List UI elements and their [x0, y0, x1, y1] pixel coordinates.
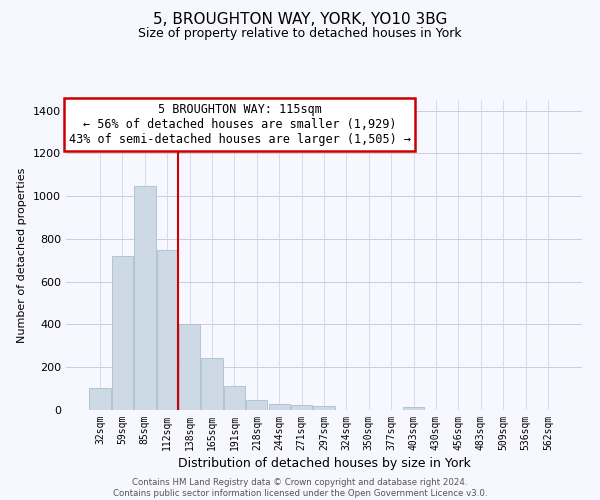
Text: 5, BROUGHTON WAY, YORK, YO10 3BG: 5, BROUGHTON WAY, YORK, YO10 3BG	[153, 12, 447, 28]
Text: Contains HM Land Registry data © Crown copyright and database right 2024.
Contai: Contains HM Land Registry data © Crown c…	[113, 478, 487, 498]
Bar	[246, 400, 268, 410]
Bar	[112, 256, 133, 410]
Bar	[403, 407, 424, 410]
Bar	[224, 386, 245, 410]
Bar	[269, 404, 290, 410]
Bar	[313, 406, 335, 410]
Bar	[89, 388, 111, 410]
Bar	[179, 324, 200, 410]
X-axis label: Distribution of detached houses by size in York: Distribution of detached houses by size …	[178, 457, 470, 470]
Bar	[157, 250, 178, 410]
Bar	[202, 358, 223, 410]
Text: Size of property relative to detached houses in York: Size of property relative to detached ho…	[138, 28, 462, 40]
Bar	[291, 404, 312, 410]
Y-axis label: Number of detached properties: Number of detached properties	[17, 168, 28, 342]
Bar	[134, 186, 155, 410]
Text: 5 BROUGHTON WAY: 115sqm
← 56% of detached houses are smaller (1,929)
43% of semi: 5 BROUGHTON WAY: 115sqm ← 56% of detache…	[68, 103, 410, 146]
